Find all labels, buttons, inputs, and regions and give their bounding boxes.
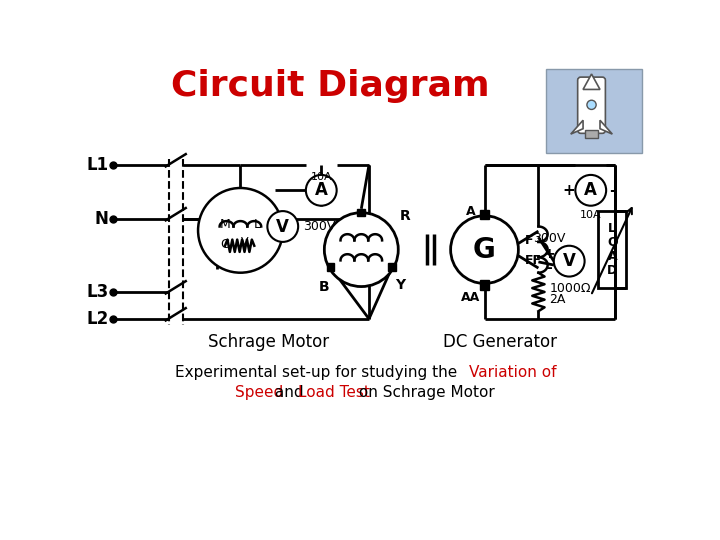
Circle shape [324, 213, 398, 287]
Circle shape [198, 188, 283, 273]
Text: A: A [585, 181, 597, 199]
Bar [480, 280, 489, 289]
Circle shape [267, 211, 298, 242]
Bar [388, 264, 396, 271]
Text: L1: L1 [86, 156, 109, 174]
Bar [598, 211, 626, 288]
Text: Load Test: Load Test [298, 384, 370, 400]
Circle shape [575, 175, 606, 206]
Text: F: F [525, 234, 533, 247]
Text: 1000Ω: 1000Ω [549, 282, 590, 295]
Bar [585, 130, 598, 138]
Text: G: G [473, 235, 496, 264]
Text: FF: FF [525, 254, 541, 267]
Text: 300V: 300V [533, 232, 565, 245]
Text: 10A: 10A [310, 172, 332, 182]
Text: L
O
A
D: L O A D [607, 222, 618, 277]
Text: AA: AA [461, 291, 480, 304]
Text: Circuit Diagram: Circuit Diagram [171, 69, 490, 103]
FancyBboxPatch shape [577, 77, 606, 133]
Text: M: M [220, 218, 230, 231]
Text: on Schrage Motor: on Schrage Motor [354, 384, 495, 400]
Text: 10A: 10A [580, 211, 602, 220]
Text: 300V: 300V [303, 220, 335, 233]
Circle shape [306, 175, 337, 206]
Polygon shape [583, 74, 600, 90]
Text: R: R [400, 210, 410, 224]
Bar [357, 209, 365, 217]
Text: Schrage Motor: Schrage Motor [208, 333, 330, 351]
Text: and: and [271, 384, 309, 400]
Text: -: - [546, 261, 552, 275]
Text: L3: L3 [86, 283, 109, 301]
Circle shape [451, 215, 518, 284]
FancyBboxPatch shape [546, 69, 642, 153]
Text: L: L [254, 218, 261, 231]
Text: C: C [220, 238, 230, 251]
Polygon shape [571, 120, 583, 134]
Circle shape [587, 100, 596, 110]
Text: V: V [240, 237, 248, 247]
Text: V: V [563, 252, 575, 270]
Text: N: N [95, 210, 109, 228]
Text: DC Generator: DC Generator [443, 333, 557, 351]
Polygon shape [600, 120, 612, 134]
Text: 2A: 2A [549, 293, 565, 306]
Text: Y: Y [395, 278, 405, 292]
Text: +: + [544, 247, 555, 261]
Text: +: + [563, 183, 575, 198]
Text: -: - [609, 183, 616, 198]
Circle shape [554, 246, 585, 276]
Text: Variation of: Variation of [469, 365, 557, 380]
Text: A: A [315, 181, 328, 199]
Bar [480, 210, 489, 219]
Bar [327, 264, 335, 271]
Text: Experimental set-up for studying the: Experimental set-up for studying the [175, 365, 462, 380]
Text: L2: L2 [86, 310, 109, 328]
Text: B: B [319, 280, 330, 294]
Text: A: A [466, 205, 475, 218]
Text: Speed: Speed [235, 384, 283, 400]
Text: V: V [276, 218, 289, 235]
